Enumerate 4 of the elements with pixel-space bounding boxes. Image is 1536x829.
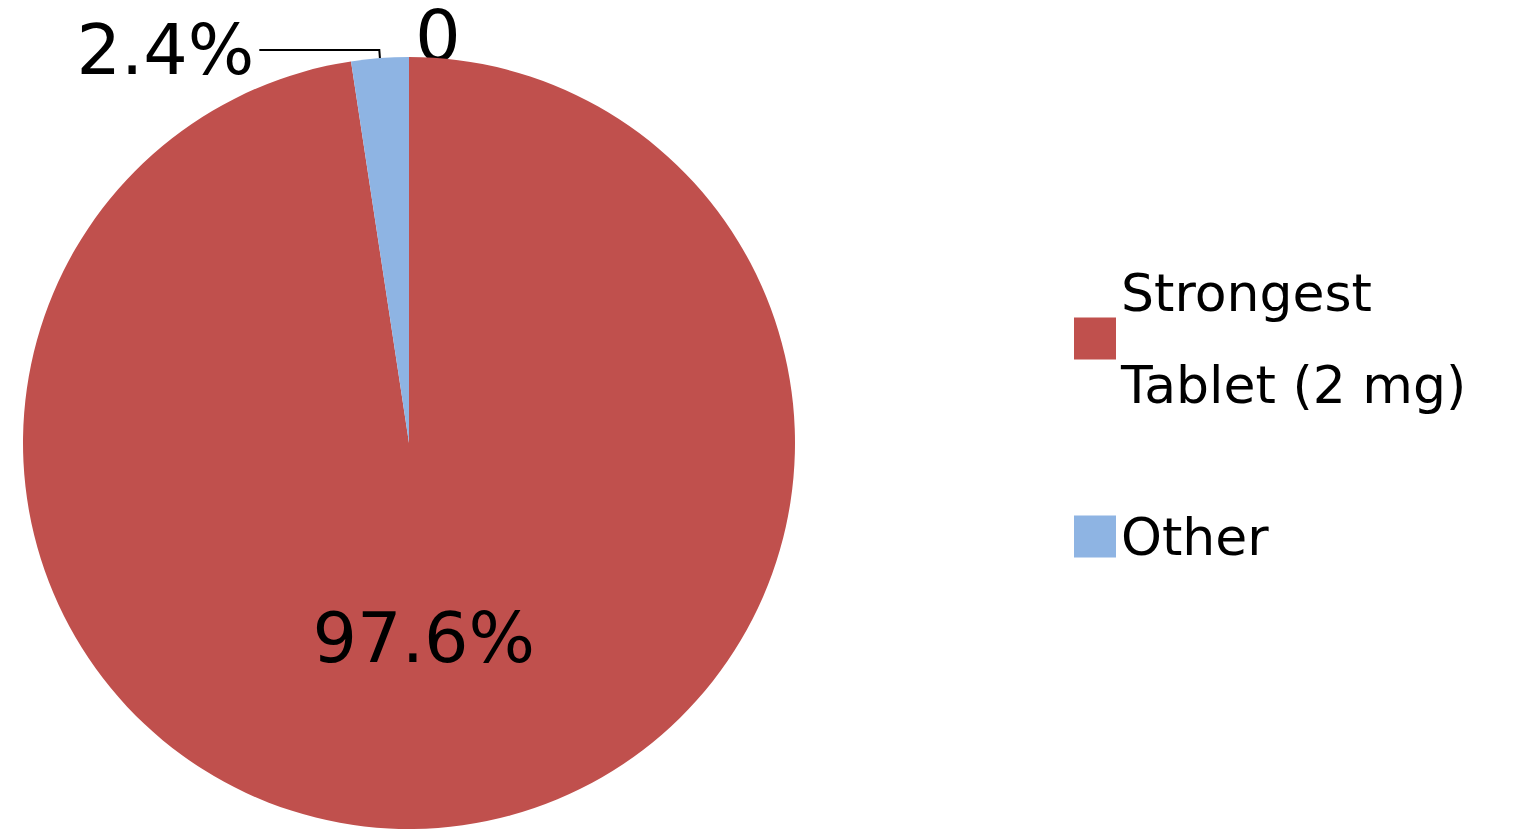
legend-label: Other [1121, 506, 1270, 567]
data-label: 2.4% [76, 9, 255, 92]
legend-label: Strongest Tablet (2 mg) [1120, 262, 1467, 415]
data-label: 97.6% [312, 597, 535, 680]
